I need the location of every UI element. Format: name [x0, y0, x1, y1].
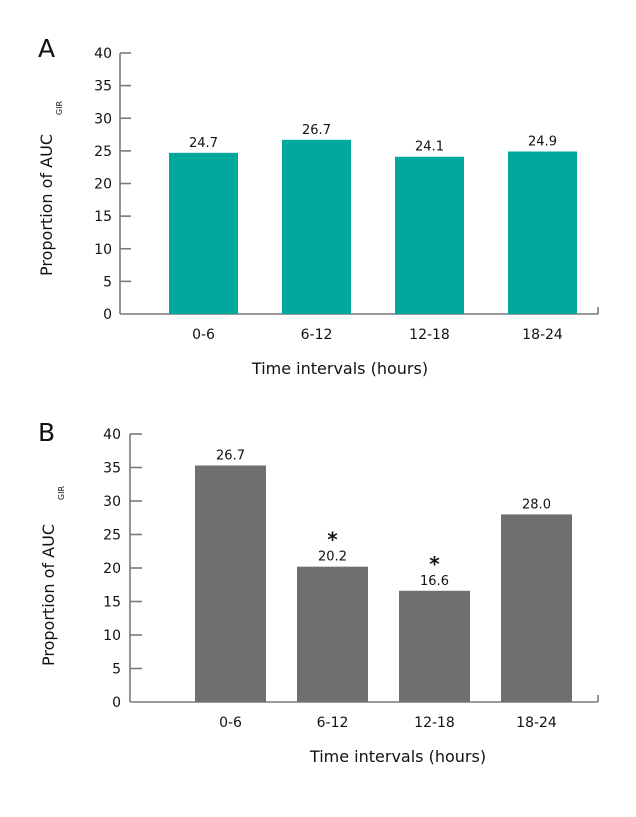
y-axis-title-subscript: GIR	[55, 101, 64, 116]
bar-6-12[interactable]	[282, 139, 351, 314]
x-tick-label: 0-6	[219, 715, 242, 731]
x-tick-label: 12-18	[409, 327, 450, 343]
x-tick-label: 0-6	[192, 327, 215, 343]
bar-12-18[interactable]	[399, 590, 470, 702]
x-axis-title: Time intervals (hours)	[251, 359, 428, 378]
y-tick-label: 30	[103, 494, 121, 510]
panel-letter: A	[38, 34, 55, 63]
y-tick-label: 35	[94, 79, 112, 95]
y-tick-label: 25	[103, 528, 121, 544]
x-tick-label: 18-24	[522, 327, 563, 343]
x-tick-label: 18-24	[516, 715, 557, 731]
bar-0-6[interactable]	[195, 465, 266, 702]
bar-0-6[interactable]	[169, 152, 238, 314]
y-tick-label: 5	[103, 274, 112, 290]
y-tick-label: 10	[94, 242, 112, 258]
x-tick-label: 6-12	[301, 327, 333, 343]
y-tick-label: 40	[103, 427, 121, 443]
y-tick-label: 15	[94, 209, 112, 225]
x-tick-label: 6-12	[317, 715, 349, 731]
bar-18-24[interactable]	[508, 151, 577, 314]
panel-letter: B	[38, 418, 55, 447]
y-tick-label: 20	[103, 561, 121, 577]
y-tick-label: 40	[94, 46, 112, 62]
data-label: 24.7	[189, 136, 218, 151]
y-tick-label: 10	[103, 628, 121, 644]
data-label: 26.7	[216, 448, 245, 463]
x-tick-label: 12-18	[414, 715, 455, 731]
data-label: 20.2	[318, 550, 347, 565]
y-tick-label: 5	[112, 662, 121, 678]
bar-6-12[interactable]	[297, 566, 368, 702]
y-tick-label: 0	[112, 695, 121, 711]
x-axis-title: Time intervals (hours)	[309, 747, 486, 766]
data-label: 28.0	[522, 497, 551, 512]
y-tick-label: 0	[103, 307, 112, 323]
y-tick-label: 15	[103, 595, 121, 611]
data-label: 24.1	[415, 140, 444, 155]
y-axis-title: Proportion of AUC	[39, 524, 58, 666]
bar-18-24[interactable]	[501, 514, 572, 702]
y-axis-title-subscript: GIR	[57, 486, 66, 501]
data-label: 16.6	[420, 574, 449, 589]
bar-12-18[interactable]	[395, 156, 464, 314]
data-label: 26.7	[302, 123, 331, 138]
y-tick-label: 35	[103, 461, 121, 477]
y-tick-label: 20	[94, 177, 112, 193]
significance-asterisk: *	[327, 528, 338, 552]
y-axis-title: Proportion of AUC	[37, 134, 56, 276]
y-tick-label: 25	[94, 144, 112, 160]
data-label: 24.9	[528, 135, 557, 150]
significance-asterisk: *	[429, 552, 440, 576]
y-tick-label: 30	[94, 111, 112, 127]
